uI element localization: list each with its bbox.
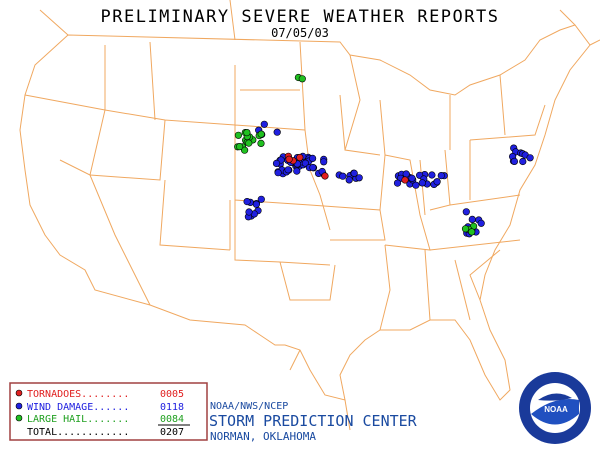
- map-title: PRELIMINARY SEVERE WEATHER REPORTS: [101, 7, 500, 27]
- report-dot: [393, 179, 402, 187]
- report-dot: [408, 174, 416, 182]
- report-dot: [345, 176, 353, 184]
- report-dot: [477, 219, 485, 227]
- report-dot: [274, 169, 282, 177]
- report-dot: [243, 198, 251, 206]
- report-dot: [243, 129, 251, 137]
- report-dot: [272, 159, 281, 167]
- report-dot: [309, 154, 317, 162]
- report-dot: [257, 195, 265, 203]
- report-dot: [462, 208, 470, 216]
- us-outline: [19, 24, 591, 401]
- legend-count: 0005: [160, 389, 184, 400]
- report-dot: [526, 154, 534, 162]
- logo-bird: [538, 393, 572, 401]
- report-dot: [437, 172, 445, 180]
- logo-wave: [531, 398, 579, 425]
- report-dot: [257, 130, 265, 138]
- legend: TORNADOES........ 0005 WIND DAMAGE......…: [9, 382, 208, 441]
- report-dot: [350, 169, 358, 177]
- report-dot: [301, 159, 310, 167]
- report-dot: [284, 166, 292, 174]
- report-dot: [355, 174, 363, 182]
- legend-label: LARGE HAIL.......: [27, 414, 129, 425]
- report-dot: [412, 181, 420, 189]
- agency: NOAA/NWS/NCEP: [210, 401, 288, 412]
- legend-label: TORNADOES........: [27, 389, 129, 400]
- report-dot: [461, 225, 470, 233]
- border-lines: [39, 0, 600, 431]
- report-dot: [298, 75, 306, 83]
- report-dot: [293, 167, 301, 175]
- report-dot: [273, 128, 281, 136]
- legend-label: WIND DAMAGE......: [27, 402, 129, 413]
- legend-count: 0084: [160, 414, 184, 425]
- report-dot: [296, 153, 304, 162]
- report-dot: [339, 172, 347, 180]
- center-location: NORMAN, OKLAHOMA: [210, 430, 316, 443]
- report-dot: [236, 143, 244, 151]
- report-dot: [418, 179, 426, 187]
- report-dot: [519, 157, 527, 166]
- report-dot: [309, 163, 317, 172]
- legend-count: 0118: [160, 402, 184, 413]
- report-dot: [401, 176, 409, 184]
- center-name: STORM PREDICTION CENTER: [209, 412, 418, 430]
- report-dot: [510, 157, 519, 165]
- noaa-logo: NOAA: [519, 372, 591, 444]
- legend-box: [9, 382, 208, 441]
- report-dots: [234, 73, 534, 238]
- report-dot: [252, 200, 260, 208]
- report-dot: [241, 146, 249, 154]
- report-dot: [257, 139, 265, 147]
- report-dot: [260, 120, 268, 128]
- report-dot: [428, 171, 436, 179]
- legend-swatch: [15, 402, 23, 410]
- legend-label: TOTAL............: [27, 427, 129, 438]
- report-dot: [402, 170, 410, 178]
- report-dot: [433, 178, 441, 186]
- logo-text: NOAA: [544, 405, 568, 414]
- report-dot: [320, 158, 328, 166]
- report-dot: [245, 208, 253, 216]
- legend-swatch: [15, 414, 23, 422]
- legend-swatch: [15, 389, 23, 397]
- report-dot: [468, 215, 476, 223]
- report-dot: [321, 172, 329, 180]
- report-dot: [245, 139, 253, 147]
- report-dot: [468, 228, 476, 236]
- legend-count: 0207: [160, 427, 184, 438]
- map-date: 07/05/03: [271, 26, 329, 40]
- report-dot: [285, 155, 293, 163]
- report-dot: [234, 131, 242, 139]
